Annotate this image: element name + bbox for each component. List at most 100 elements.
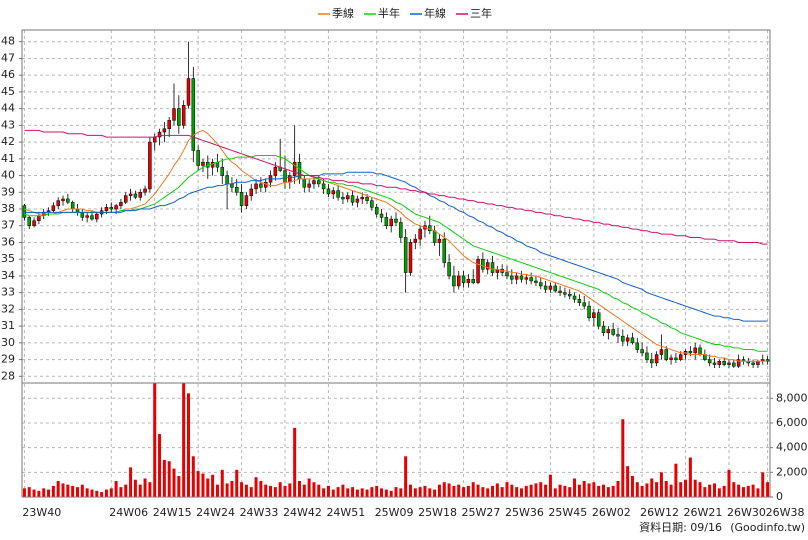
candle-body xyxy=(678,354,683,360)
volume-bar xyxy=(428,488,432,497)
volume-bar xyxy=(109,488,113,497)
volume-bar xyxy=(717,488,721,497)
candle-body xyxy=(370,200,374,208)
y-tick-label: 38 xyxy=(1,202,15,215)
y2-tick-label: 8,000 xyxy=(776,391,808,404)
marks xyxy=(19,41,773,498)
y-tick-label: 48 xyxy=(1,35,15,48)
volume-bar xyxy=(423,485,427,497)
volume-bar xyxy=(495,483,499,497)
volume-bar xyxy=(679,482,683,497)
volume-bar xyxy=(37,490,41,497)
candle-body xyxy=(345,195,350,200)
volume-bar xyxy=(413,488,417,497)
candle-body xyxy=(331,190,336,195)
candle-body xyxy=(418,228,422,240)
candle-body xyxy=(80,212,85,218)
volume-bar xyxy=(153,383,157,497)
legend-label: 半年 xyxy=(378,6,400,20)
y2-tick-label: 4,000 xyxy=(776,441,808,454)
y2-tick-label: 6,000 xyxy=(776,416,808,429)
volume-bar xyxy=(360,488,364,497)
candle-body xyxy=(104,207,109,211)
x-tick-label: 25W27 xyxy=(462,506,501,519)
volume-bar xyxy=(529,484,533,497)
volume-bar xyxy=(698,482,702,497)
volume-frame xyxy=(21,382,771,498)
ma-line xyxy=(24,129,768,362)
volume-bar xyxy=(162,459,166,497)
candle-body xyxy=(56,200,60,206)
volume-bar xyxy=(269,485,273,497)
candle-body xyxy=(650,359,654,364)
candle-body xyxy=(172,108,176,121)
x-tick-label: 26W12 xyxy=(640,506,679,519)
candle-body xyxy=(548,285,553,290)
volume-bar xyxy=(442,482,446,497)
candle-body xyxy=(461,275,466,283)
volume-bar xyxy=(500,487,504,497)
candle-body xyxy=(360,197,364,200)
volume-bar xyxy=(693,479,697,497)
volume-bar xyxy=(404,456,408,497)
candle-body xyxy=(312,180,316,185)
volume-bar xyxy=(259,480,263,497)
volume-bar xyxy=(746,485,750,497)
candle-body xyxy=(630,337,635,344)
volume-bar xyxy=(191,456,195,497)
volume-bar xyxy=(761,472,765,497)
volume-bar xyxy=(273,487,277,497)
candle-body xyxy=(529,277,533,282)
legend-label: 年線 xyxy=(424,6,446,20)
candle-body xyxy=(307,183,311,188)
volume-bar xyxy=(249,487,253,497)
volume-bar xyxy=(119,487,123,497)
volume-bar xyxy=(563,485,567,497)
candle-body xyxy=(191,78,196,151)
volume-bar xyxy=(558,484,562,497)
candle-body xyxy=(177,108,181,126)
volume-bar xyxy=(437,484,441,497)
x-tick-label: 24W42 xyxy=(283,506,322,519)
candle-body xyxy=(181,105,186,126)
candle-body xyxy=(751,362,755,365)
candle-body xyxy=(109,207,114,210)
volume-bar xyxy=(737,484,741,497)
volume-bar xyxy=(317,484,321,497)
candle-body xyxy=(114,205,118,210)
candle-body xyxy=(707,359,712,364)
volume-bar xyxy=(278,482,282,497)
candle-body xyxy=(239,192,244,206)
volume-bar xyxy=(669,484,673,497)
annotation: 資料日期: 09/16 xyxy=(639,520,722,534)
volume-bar xyxy=(664,480,668,497)
volume-bar xyxy=(510,484,514,497)
candle-body xyxy=(27,217,31,226)
y-tick-label: 35 xyxy=(1,252,15,265)
candle-body xyxy=(437,238,442,243)
candle-body xyxy=(413,238,418,243)
candle-body xyxy=(201,161,205,166)
candle-body xyxy=(355,198,360,203)
candle-body xyxy=(32,220,36,226)
volume-bar xyxy=(42,488,46,497)
volume-bar xyxy=(491,485,495,497)
volume-bar xyxy=(186,393,190,497)
volume-bar xyxy=(22,488,26,497)
candle-body xyxy=(379,213,384,218)
volume-bar xyxy=(587,483,591,497)
candle-body xyxy=(162,128,167,133)
candle-body xyxy=(259,183,263,188)
volume-bar xyxy=(640,485,644,497)
volume-bar xyxy=(602,484,606,497)
volume-bar xyxy=(544,484,548,497)
volume-bar xyxy=(573,478,577,497)
volume-bar xyxy=(90,489,94,497)
volume-bar xyxy=(133,479,137,497)
candle-body xyxy=(350,195,355,203)
y-tick-label: 31 xyxy=(1,319,15,332)
candle-body xyxy=(606,329,611,334)
volume-bar xyxy=(47,489,51,497)
volume-bar xyxy=(741,487,745,497)
volume-bar xyxy=(515,487,519,497)
